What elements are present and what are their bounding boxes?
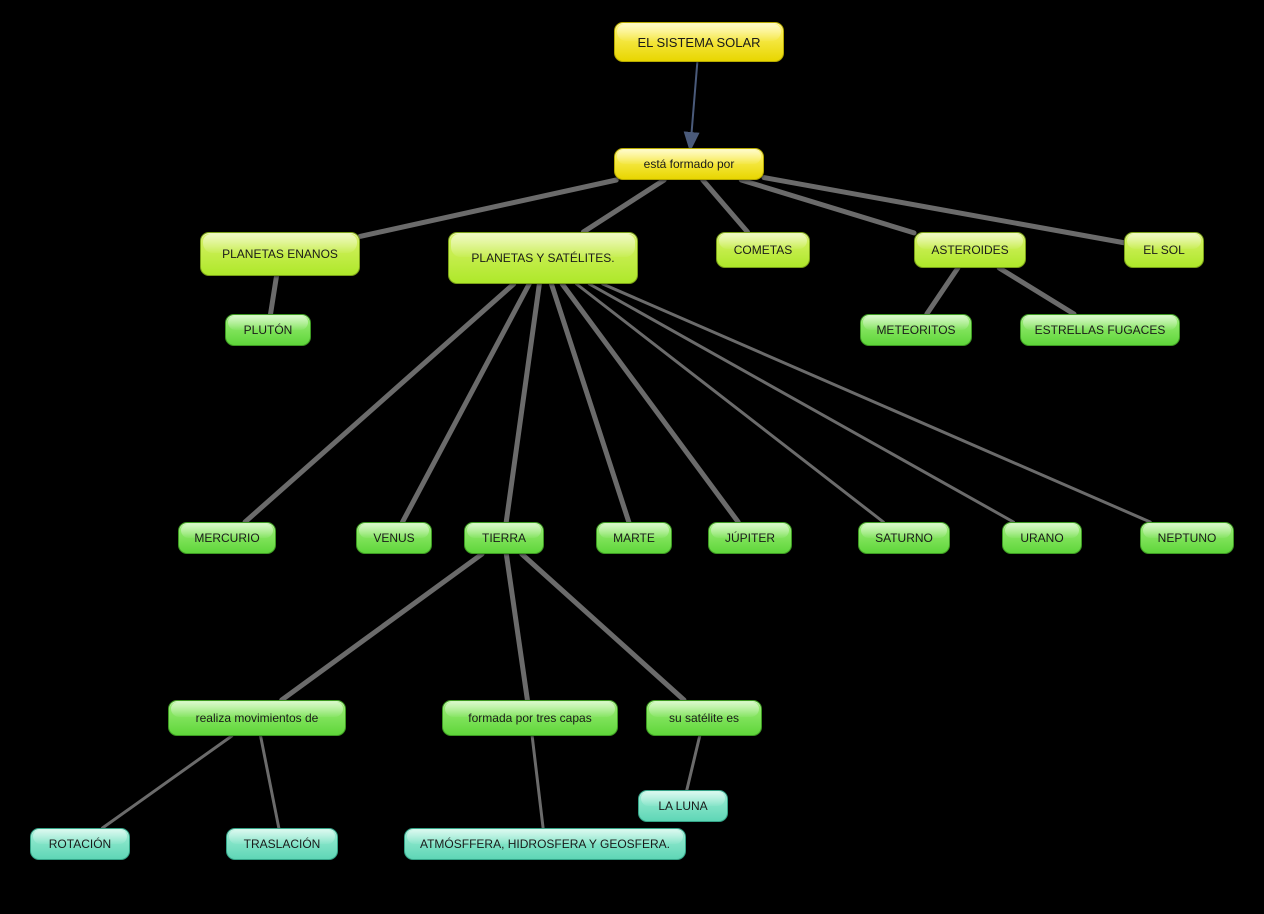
node-marte[interactable]: MARTE [596,522,672,554]
node-jupiter[interactable]: JÚPITER [708,522,792,554]
node-label: VENUS [373,531,414,545]
node-label: TRASLACIÓN [244,837,321,851]
edge-formado-planetas [583,180,664,232]
node-label: PLUTÓN [244,323,293,337]
node-label: NEPTUNO [1158,531,1217,545]
node-rotacion[interactable]: ROTACIÓN [30,828,130,860]
node-venus[interactable]: VENUS [356,522,432,554]
node-formado[interactable]: está formado por [614,148,764,180]
node-label: METEORITOS [876,323,955,337]
edge-enanos-pluton [271,276,277,314]
node-label: TIERRA [482,531,526,545]
node-label: COMETAS [734,243,792,257]
node-enanos[interactable]: PLANETAS ENANOS [200,232,360,276]
node-luna[interactable]: LA LUNA [638,790,728,822]
edge-formado-enanos [360,180,616,236]
node-movs[interactable]: realiza movimientos de [168,700,346,736]
node-pluton[interactable]: PLUTÓN [225,314,311,346]
node-saturno[interactable]: SATURNO [858,522,950,554]
edge-root-formado [690,62,697,148]
node-label: ROTACIÓN [49,837,111,851]
edge-planetas-tierra [506,284,539,522]
node-satelite[interactable]: su satélite es [646,700,762,736]
node-label: ASTEROIDES [931,243,1008,257]
edge-formado-asteroides [741,180,914,233]
node-label: ESTRELLAS FUGACES [1035,323,1166,337]
node-label: ATMÓSFFERA, HIDROSFERA Y GEOSFERA. [420,837,670,851]
edge-asteroides-fugaces [999,268,1074,314]
node-label: MERCURIO [194,531,259,545]
node-label: MARTE [613,531,655,545]
node-mercurio[interactable]: MERCURIO [178,522,276,554]
node-capas[interactable]: formada por tres capas [442,700,618,736]
edge-satelite-luna [687,736,700,790]
node-meteoritos[interactable]: METEORITOS [860,314,972,346]
edge-formado-cometas [703,180,748,232]
node-urano[interactable]: URANO [1002,522,1082,554]
node-label: EL SOL [1143,243,1185,257]
edge-asteroides-meteoritos [927,268,958,314]
node-sol[interactable]: EL SOL [1124,232,1204,268]
node-label: su satélite es [669,711,739,725]
edge-movs-traslacion [261,736,279,828]
node-neptuno[interactable]: NEPTUNO [1140,522,1234,554]
node-cometas[interactable]: COMETAS [716,232,810,268]
edge-tierra-movs [282,554,482,700]
node-fugaces[interactable]: ESTRELLAS FUGACES [1020,314,1180,346]
node-label: realiza movimientos de [196,711,319,725]
node-label: URANO [1020,531,1063,545]
node-planetas[interactable]: PLANETAS Y SATÉLITES. [448,232,638,284]
edge-planetas-saturno [577,284,884,522]
edge-tierra-capas [506,554,527,700]
node-label: PLANETAS Y SATÉLITES. [471,251,614,265]
node-tierra[interactable]: TIERRA [464,522,544,554]
node-label: JÚPITER [725,531,775,545]
node-label: PLANETAS ENANOS [222,247,338,261]
edge-capas-atm [532,736,543,828]
node-label: EL SISTEMA SOLAR [637,35,760,50]
node-root[interactable]: EL SISTEMA SOLAR [614,22,784,62]
node-label: SATURNO [875,531,933,545]
edge-planetas-venus [403,284,530,522]
node-atm[interactable]: ATMÓSFFERA, HIDROSFERA Y GEOSFERA. [404,828,686,860]
node-traslacion[interactable]: TRASLACIÓN [226,828,338,860]
node-label: está formado por [644,157,735,171]
node-asteroides[interactable]: ASTEROIDES [914,232,1026,268]
node-label: formada por tres capas [468,711,591,725]
edge-tierra-satelite [522,554,684,700]
edge-planetas-marte [551,284,628,522]
concept-map-canvas: EL SISTEMA SOLAR está formado por PLANETAS… [0,0,1264,914]
node-label: LA LUNA [658,799,707,813]
edges-layer [0,0,1264,914]
edge-movs-rotacion [102,736,231,828]
edge-planetas-jupiter [562,284,738,522]
